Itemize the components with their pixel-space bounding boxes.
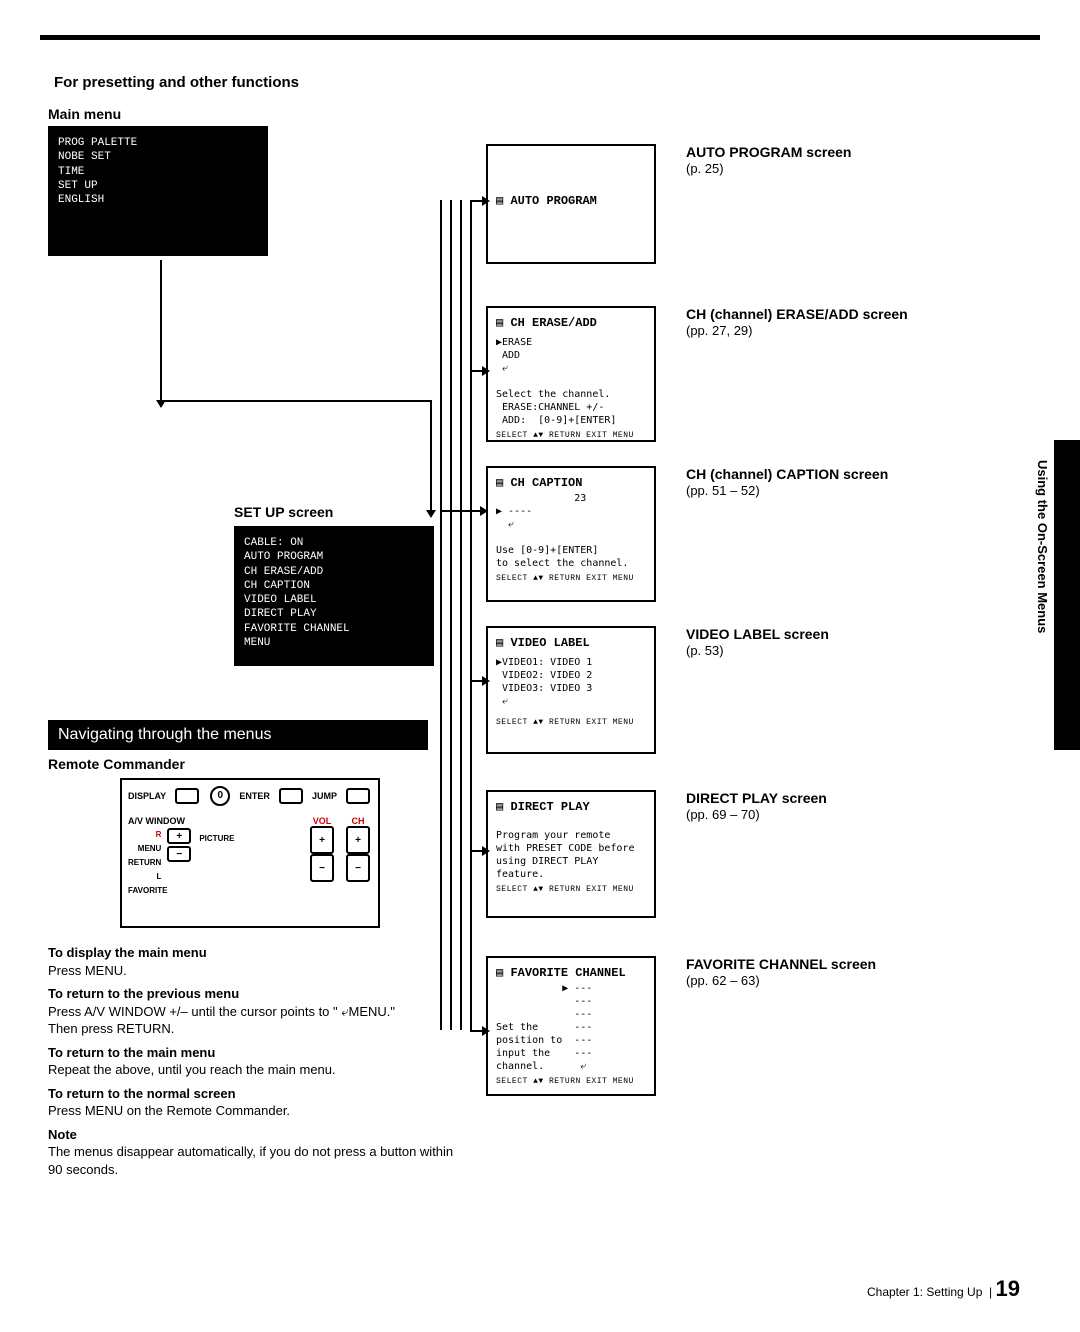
connector-line xyxy=(430,400,432,510)
av-plus-button[interactable]: + xyxy=(167,828,191,844)
screen-header: ▤ CH ERASE/ADD xyxy=(496,316,646,332)
video-label-label: VIDEO LABEL screen(p. 53) xyxy=(686,626,829,658)
connector-line xyxy=(470,680,482,682)
av-window-label: A/V WINDOW xyxy=(128,816,193,826)
screen-footbar: SELECT ▲▼ RETURN EXIT MENU xyxy=(496,574,646,584)
instr-heading: To return to the normal screen xyxy=(48,1085,468,1103)
connector-bus xyxy=(470,200,472,1030)
instr-heading: To return to the main menu xyxy=(48,1044,468,1062)
connector-bus xyxy=(450,200,452,1030)
connector-line xyxy=(470,850,482,852)
side-tab xyxy=(1054,440,1080,750)
screen-body: ▶VIDEO1: VIDEO 1 VIDEO2: VIDEO 2 VIDEO3:… xyxy=(496,656,646,708)
remote-commander: DISPLAY 0 ENTER JUMP A/V WINDOW R MENU R… xyxy=(120,778,380,928)
enter-label: ENTER xyxy=(239,791,270,801)
screen-footbar: SELECT ▲▼ RETURN EXIT MENU xyxy=(496,1077,646,1087)
setup-screen: CABLE: ON AUTO PROGRAM CH ERASE/ADD CH C… xyxy=(234,526,434,666)
setup-line: CH ERASE/ADD xyxy=(244,565,424,579)
ch-up-button[interactable]: + xyxy=(346,826,370,854)
caption-screen: ▤ CH CAPTION 23 ▶ ---- ⤶ Use [0-9]+[ENTE… xyxy=(486,466,656,602)
main-menu-line: PROG PALETTE xyxy=(58,136,258,150)
setup-line: FAVORITE CHANNEL xyxy=(244,622,424,636)
direct-play-label: DIRECT PLAY screen(pp. 69 – 70) xyxy=(686,790,827,822)
instr-body: Repeat the above, until you reach the ma… xyxy=(48,1061,468,1079)
connector-line xyxy=(160,260,162,400)
main-menu-line: NOBE SET xyxy=(58,150,258,164)
return-label: RETURN xyxy=(128,856,161,870)
main-menu-line: TIME xyxy=(58,165,258,179)
instr-heading: To display the main menu xyxy=(48,944,468,962)
jump-button-left[interactable] xyxy=(279,788,303,804)
chapter-label: Chapter 1: Setting Up xyxy=(867,1285,982,1299)
setup-line: AUTO PROGRAM xyxy=(244,550,424,564)
side-tab-label: Using the On-Screen Menus xyxy=(1035,460,1050,633)
screen-footbar: SELECT ▲▼ RETURN EXIT MENU xyxy=(496,885,646,895)
note-heading: Note xyxy=(48,1126,468,1144)
section-title: For presetting and other functions xyxy=(54,74,299,91)
favorite-label-btn: FAVORITE xyxy=(128,886,193,895)
instr-body: Press MENU. xyxy=(48,962,468,980)
main-menu-screen: PROG PALETTE NOBE SET TIME SET UP ENGLIS… xyxy=(48,126,268,256)
ch-label: CH xyxy=(344,816,372,826)
top-rule xyxy=(40,35,1040,40)
screen-header: ▤ CH CAPTION xyxy=(496,476,646,492)
screen-header: ▤ VIDEO LABEL xyxy=(496,636,646,652)
enter-button[interactable]: 0 xyxy=(210,786,230,806)
instructions: To display the main menu Press MENU. To … xyxy=(48,944,468,1179)
vol-down-button[interactable]: − xyxy=(310,854,334,882)
screen-body: Program your remote with PRESET CODE bef… xyxy=(496,816,646,881)
nav-heading: Navigating through the menus xyxy=(48,720,428,750)
note-body: The menus disappear automatically, if yo… xyxy=(48,1143,468,1178)
screen-body: ▶ERASE ADD ⤶ Select the channel. ERASE:C… xyxy=(496,336,646,427)
main-menu-line: ENGLISH xyxy=(58,193,258,207)
auto-program-label: AUTO PROGRAM screen(p. 25) xyxy=(686,144,851,176)
caption-label: CH (channel) CAPTION screen(pp. 51 – 52) xyxy=(686,466,888,498)
av-minus-button[interactable]: − xyxy=(167,846,191,862)
screen-header: ▤ AUTO PROGRAM xyxy=(496,194,646,210)
connector-line xyxy=(470,370,482,372)
favorite-screen: ▤ FAVORITE CHANNEL ▶ --- --- --- Set the… xyxy=(486,956,656,1096)
screen-body: ▶ --- --- --- Set the --- position to --… xyxy=(496,982,646,1073)
picture-label: PICTURE xyxy=(199,834,234,843)
jump-button-right[interactable] xyxy=(346,788,370,804)
display-label: DISPLAY xyxy=(128,791,166,801)
main-menu-label: Main menu xyxy=(48,106,121,122)
erase-add-label: CH (channel) ERASE/ADD screen(pp. 27, 29… xyxy=(686,306,908,338)
connector-bus xyxy=(460,200,462,1030)
instr-body: Press MENU on the Remote Commander. xyxy=(48,1102,468,1120)
erase-add-screen: ▤ CH ERASE/ADD ▶ERASE ADD ⤶ Select the c… xyxy=(486,306,656,442)
display-button[interactable] xyxy=(175,788,199,804)
connector-line xyxy=(160,400,430,402)
connector-line xyxy=(470,200,482,202)
menu-label: MENU xyxy=(128,842,161,856)
screen-header: ▤ FAVORITE CHANNEL xyxy=(496,966,646,982)
favorite-label: FAVORITE CHANNEL screen(pp. 62 – 63) xyxy=(686,956,876,988)
connector-line xyxy=(470,1030,482,1032)
ch-down-button[interactable]: − xyxy=(346,854,370,882)
screen-body: 23 ▶ ---- ⤶ Use [0-9]+[ENTER] to select … xyxy=(496,492,646,570)
instr-body: Press A/V WINDOW +/– until the cursor po… xyxy=(48,1003,468,1038)
page-footer: Chapter 1: Setting Up | 19 xyxy=(867,1276,1020,1302)
video-label-screen: ▤ VIDEO LABEL ▶VIDEO1: VIDEO 1 VIDEO2: V… xyxy=(486,626,656,754)
setup-line: MENU xyxy=(244,636,424,650)
screen-header: ▤ DIRECT PLAY xyxy=(496,800,646,816)
screen-footbar: SELECT ▲▼ RETURN EXIT MENU xyxy=(496,431,646,441)
main-menu-line: SET UP xyxy=(58,179,258,193)
setup-line: CH CAPTION xyxy=(244,579,424,593)
setup-line: CABLE: ON xyxy=(244,536,424,550)
auto-program-screen: ▤ AUTO PROGRAM xyxy=(486,144,656,264)
remote-commander-label: Remote Commander xyxy=(48,756,185,772)
setup-label: SET UP screen xyxy=(234,504,333,520)
screen-footbar: SELECT ▲▼ RETURN EXIT MENU xyxy=(496,718,646,728)
page-number: 19 xyxy=(996,1276,1020,1301)
setup-line: DIRECT PLAY xyxy=(244,607,424,621)
connector-bus xyxy=(440,200,442,1030)
direct-play-screen: ▤ DIRECT PLAY Program your remote with P… xyxy=(486,790,656,918)
vol-label: VOL xyxy=(308,816,336,826)
setup-line: VIDEO LABEL xyxy=(244,593,424,607)
instr-heading: To return to the previous menu xyxy=(48,985,468,1003)
vol-up-button[interactable]: + xyxy=(310,826,334,854)
jump-label: JUMP xyxy=(312,791,337,801)
